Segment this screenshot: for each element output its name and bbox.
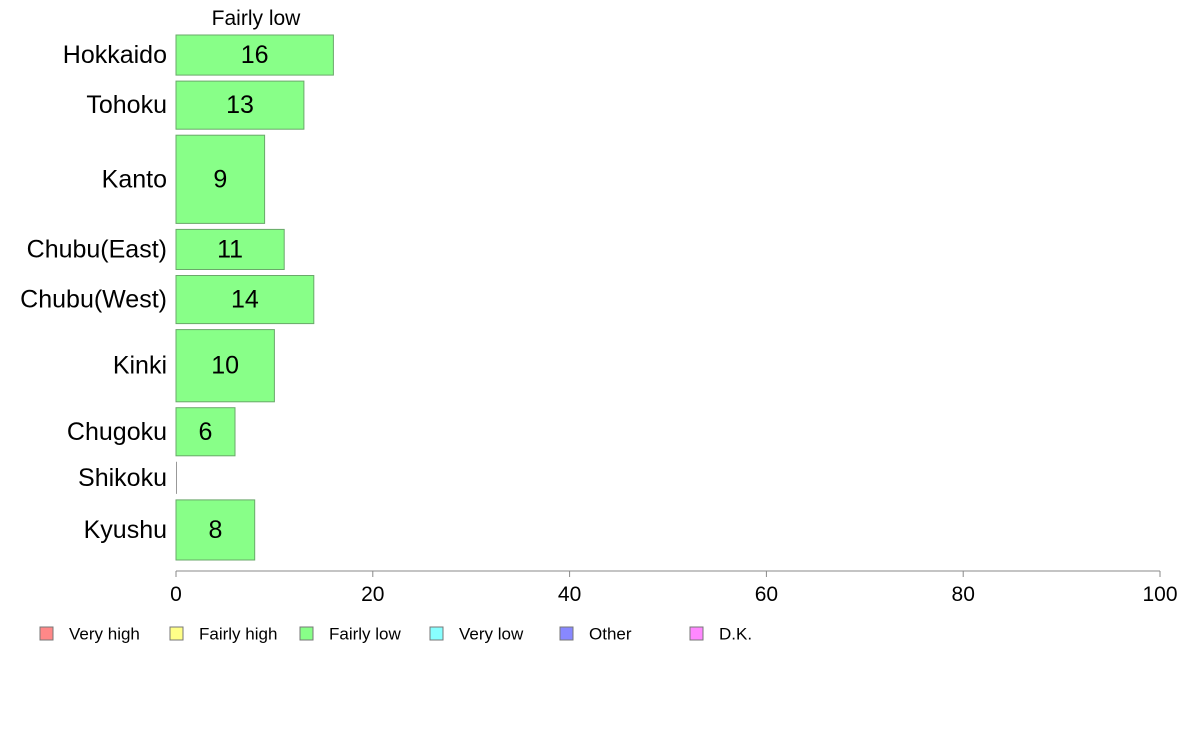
legend-label: Fairly low: [329, 625, 402, 644]
x-tick-label: 100: [1142, 583, 1177, 606]
legend-swatch: [429, 626, 444, 641]
data-label: 11: [217, 235, 243, 263]
bar-kinki: [175, 329, 275, 403]
category-label: Tohoku: [86, 91, 167, 119]
x-tick-label: 60: [755, 583, 778, 606]
x-tick-label: 20: [361, 583, 384, 606]
legend-label: Very low: [459, 625, 524, 644]
category-label: Kinki: [113, 352, 167, 380]
data-label: 10: [211, 352, 239, 380]
bar-kyushu: [175, 499, 256, 561]
legend-swatch: [689, 626, 704, 641]
bar-kanto: [175, 134, 266, 224]
x-tick-label: 40: [558, 583, 581, 606]
category-label: Hokkaido: [63, 41, 167, 69]
legend: Very high Fairly high Fairly low Very low Ot…: [39, 625, 752, 644]
x-tick-label: 80: [952, 583, 975, 606]
panel-title: Fairly low: [212, 7, 302, 30]
data-label: 6: [199, 418, 213, 446]
category-label: Chubu(West): [20, 286, 167, 314]
data-label: 9: [213, 165, 227, 193]
legend-swatch: [39, 626, 54, 641]
category-label: Chugoku: [67, 418, 167, 446]
legend-label: Other: [589, 625, 632, 644]
data-label: 16: [241, 41, 269, 69]
bars-layer: 16 Hokkaido 13 Tohoku 9 Kanto 11 Chubu(East) 14 C…: [20, 34, 334, 561]
data-label: 13: [226, 91, 254, 119]
legend-label: Fairly high: [199, 625, 277, 644]
legend-label: D.K.: [719, 625, 752, 644]
legend-swatch: [169, 626, 184, 641]
category-label: Kyushu: [84, 516, 167, 544]
bar-chugoku: [175, 407, 236, 457]
bar-chubu-west-: [175, 275, 315, 325]
data-label: 8: [208, 516, 222, 544]
bar-chubu-east-: [175, 228, 285, 270]
category-label: Shikoku: [78, 464, 167, 492]
bar-tohoku: [175, 80, 305, 130]
category-label: Kanto: [102, 165, 167, 193]
data-label: 14: [231, 286, 259, 314]
x-tick-label: 0: [170, 583, 182, 606]
x-axis: 0 20 40 60 80 100: [170, 570, 1178, 606]
category-label: Chubu(East): [27, 235, 167, 263]
legend-label: Very high: [69, 625, 140, 644]
bar-hokkaido: [175, 34, 334, 76]
legend-swatch: [559, 626, 574, 641]
legend-swatch: [299, 626, 314, 641]
